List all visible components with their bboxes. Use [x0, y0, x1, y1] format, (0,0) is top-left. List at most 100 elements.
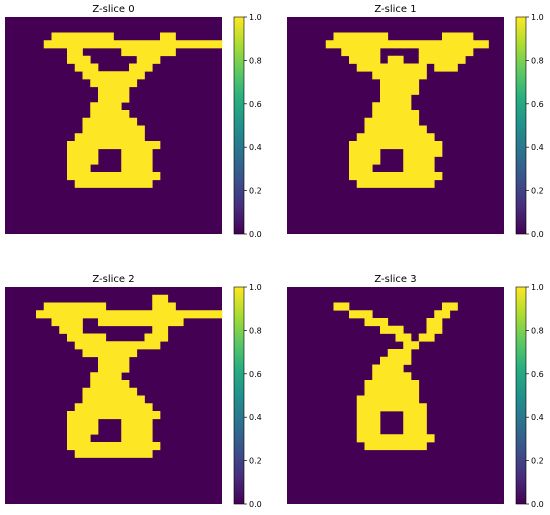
- heatmap-cell: [449, 48, 458, 57]
- heatmap-cell: [129, 449, 138, 458]
- heatmap-cell: [136, 449, 145, 458]
- heatmap-cell: [105, 310, 114, 319]
- heatmap-cell: [372, 48, 381, 57]
- heatmap-cell: [82, 133, 91, 142]
- heatmap-cell: [98, 117, 107, 126]
- heatmap-cell: [74, 341, 83, 350]
- heatmap-cell: [90, 71, 99, 80]
- heatmap-cell: [74, 179, 83, 188]
- heatmap-cell: [372, 318, 381, 327]
- heatmap-cell: [418, 164, 427, 173]
- colorbar: [233, 286, 245, 505]
- heatmap-cell: [341, 48, 350, 57]
- heatmap-cell: [129, 172, 138, 181]
- heatmap-cell: [403, 442, 412, 451]
- colorbar-tick-label: 0.4: [249, 413, 262, 422]
- heatmap-cell: [82, 434, 91, 443]
- heatmap-cell: [144, 156, 153, 165]
- heatmap-cell: [426, 164, 435, 173]
- heatmap-cell: [136, 395, 145, 404]
- heatmap-cell: [403, 156, 412, 165]
- heatmap-cell: [434, 172, 443, 181]
- heatmap-panel-3: Z-slice 3 0.0 0.2 0.4 0.6 0.8 1.0: [287, 274, 544, 509]
- heatmap-cell: [82, 418, 91, 427]
- heatmap-cell: [113, 125, 122, 134]
- heatmap-cell: [426, 48, 435, 57]
- heatmap-cell: [395, 356, 404, 365]
- heatmap-cell: [387, 79, 396, 88]
- heatmap-cell: [113, 102, 122, 111]
- heatmap-cell: [90, 349, 99, 358]
- heatmap-cell: [160, 48, 169, 57]
- heatmap-cell: [403, 40, 412, 49]
- heatmap-cell: [74, 403, 83, 412]
- heatmap-cell: [403, 395, 412, 404]
- heatmap-cell: [372, 372, 381, 381]
- heatmap-cell: [121, 434, 130, 443]
- heatmap-cell: [167, 48, 176, 57]
- heatmap-cell: [356, 403, 365, 412]
- heatmap-cell: [411, 172, 420, 181]
- heatmap-cell: [121, 48, 130, 57]
- heatmap-cell: [380, 110, 389, 119]
- heatmap-cell: [442, 63, 451, 72]
- colorbar-tick-label: 0.4: [249, 143, 262, 152]
- heatmap-cell: [121, 442, 130, 451]
- heatmap-cell: [380, 79, 389, 88]
- heatmap-cell: [160, 294, 169, 303]
- heatmap-cell: [418, 442, 427, 451]
- heatmap-cell: [418, 333, 427, 342]
- heatmap-cell: [341, 32, 350, 41]
- heatmap-cell: [59, 40, 68, 49]
- heatmap-cell: [411, 110, 420, 119]
- heatmap-cell: [144, 418, 153, 427]
- heatmap-cell: [411, 418, 420, 427]
- heatmap-cell: [67, 141, 76, 150]
- heatmap-cell: [418, 179, 427, 188]
- heatmap-cell: [387, 434, 396, 443]
- heatmap-cell: [418, 55, 427, 64]
- heatmap-cell: [167, 310, 176, 319]
- heatmap-cell: [105, 125, 114, 134]
- heatmap-cell: [98, 179, 107, 188]
- heatmap-cell: [387, 141, 396, 150]
- heatmap-cell: [129, 148, 138, 157]
- heatmap-cell: [372, 102, 381, 111]
- heatmap-cell: [403, 333, 412, 342]
- heatmap-cell: [356, 418, 365, 427]
- heatmap-cell: [121, 172, 130, 181]
- heatmap-cell: [113, 403, 122, 412]
- heatmap-cell: [121, 403, 130, 412]
- heatmap-cell: [387, 372, 396, 381]
- heatmap-cell: [380, 325, 389, 334]
- heatmap-cell: [356, 164, 365, 173]
- heatmap-cells: [36, 294, 223, 458]
- heatmap-cell: [74, 302, 83, 311]
- heatmap-cell: [356, 179, 365, 188]
- heatmap-cell: [418, 133, 427, 142]
- heatmap-cell: [82, 387, 91, 396]
- heatmap-cell: [152, 333, 161, 342]
- heatmap-cell: [105, 71, 114, 80]
- heatmap-cell: [98, 356, 107, 365]
- heatmap-cell: [105, 387, 114, 396]
- heatmap-cell: [144, 148, 153, 157]
- heatmap-cell: [449, 63, 458, 72]
- heatmap-cell: [372, 395, 381, 404]
- heatmap-cell: [67, 434, 76, 443]
- heatmap-cell: [152, 310, 161, 319]
- heatmap-cell: [105, 79, 114, 88]
- heatmap-cell: [395, 94, 404, 103]
- heatmap-cell: [387, 133, 396, 142]
- heatmap-cell: [418, 125, 427, 134]
- heatmap-cell: [395, 63, 404, 72]
- heatmap-cell: [82, 71, 91, 80]
- heatmap-cell: [364, 434, 373, 443]
- heatmap-cell: [364, 48, 373, 57]
- heatmap-cell: [442, 48, 451, 57]
- heatmap-cell: [144, 442, 153, 451]
- heatmap-cell: [426, 156, 435, 165]
- heatmap-cell: [82, 164, 91, 173]
- heatmap-cell: [214, 310, 223, 319]
- heatmap-cell: [82, 411, 91, 420]
